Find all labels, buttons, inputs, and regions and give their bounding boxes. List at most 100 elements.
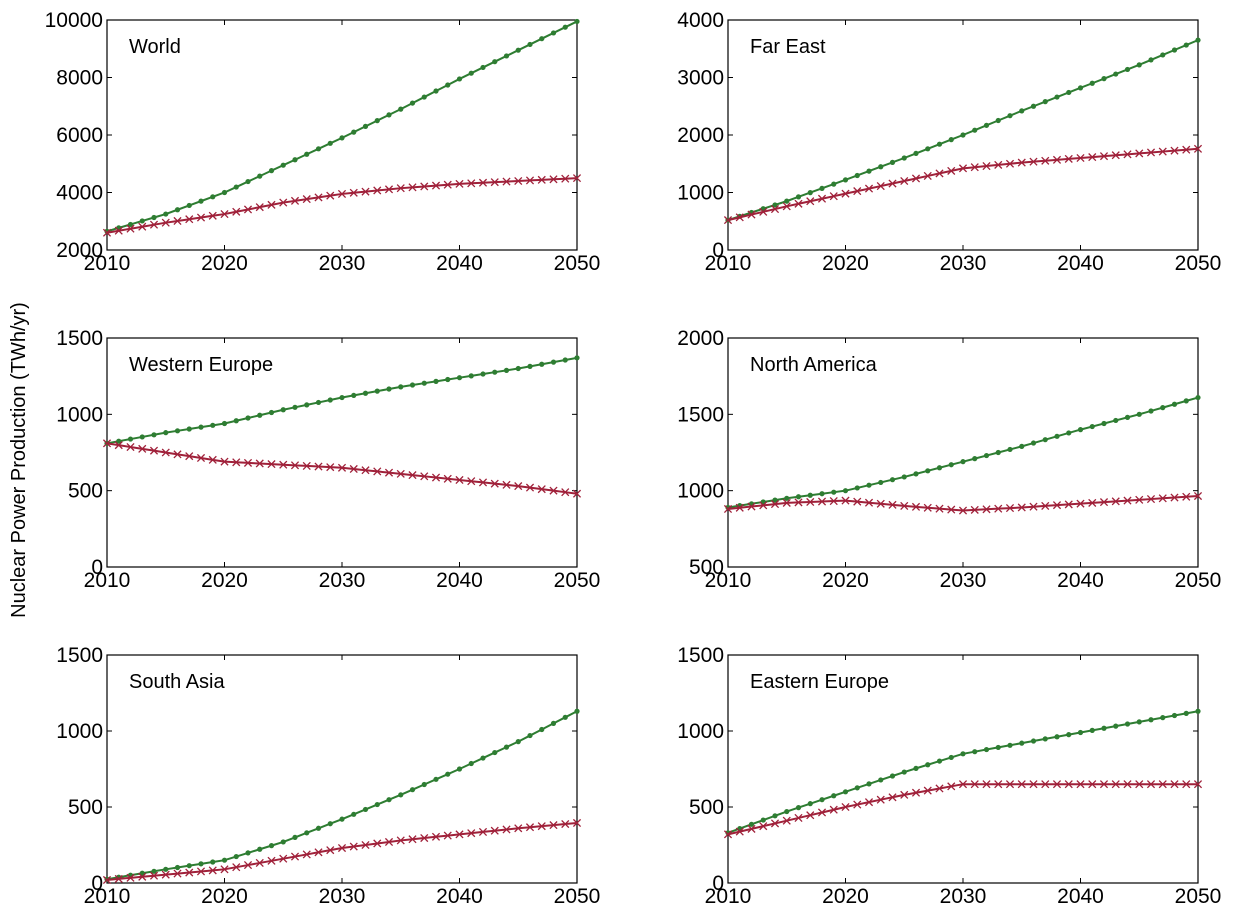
data-point (1113, 71, 1119, 77)
data-point (888, 793, 897, 802)
data-point (1195, 37, 1201, 43)
data-point (374, 801, 380, 808)
data-point (994, 504, 1003, 513)
data-point (327, 821, 333, 827)
data-point (339, 135, 345, 141)
series-cross-line (102, 174, 582, 237)
data-point (232, 863, 241, 872)
data-point (196, 453, 206, 463)
data-point (1182, 780, 1191, 789)
data-point (314, 462, 323, 471)
data-point (502, 480, 511, 489)
data-point (468, 373, 474, 379)
data-point (455, 179, 464, 188)
data-point (817, 808, 827, 817)
x-tick-label: 2050 (1175, 252, 1222, 275)
data-point (994, 160, 1003, 169)
data-point (527, 363, 533, 369)
y-tick-label: 0 (712, 239, 724, 262)
data-point (889, 477, 896, 483)
data-point (468, 70, 474, 76)
data-point (806, 197, 815, 206)
data-point (503, 367, 510, 373)
data-point (455, 830, 464, 839)
data-point (806, 497, 815, 507)
data-point (163, 211, 169, 217)
data-point (562, 357, 568, 363)
data-point (972, 749, 978, 755)
data-point (279, 854, 288, 863)
data-point (841, 189, 850, 198)
data-point (925, 468, 931, 474)
data-point (445, 82, 451, 88)
data-point (490, 178, 499, 187)
data-point (398, 106, 404, 112)
data-point (290, 196, 300, 205)
y-tick-label: 0 (91, 872, 103, 895)
data-point (735, 503, 744, 512)
data-point (1195, 394, 1201, 401)
data-point (480, 371, 486, 377)
y-tick-label: 10000 (45, 9, 103, 32)
data-point (1171, 401, 1178, 407)
data-point (925, 146, 931, 152)
data-point (1099, 498, 1109, 507)
data-point (759, 207, 768, 216)
data-point (819, 185, 825, 191)
data-point (161, 218, 170, 227)
data-point (970, 505, 979, 514)
data-point (243, 458, 253, 467)
data-point (936, 758, 943, 764)
series-line (106, 710, 578, 881)
x-tick-label: 2050 (1175, 885, 1222, 908)
data-point (502, 825, 511, 834)
data-point (396, 184, 405, 193)
data-point (1148, 717, 1154, 723)
data-point (1089, 80, 1095, 86)
data-point (1076, 780, 1085, 789)
data-point (1076, 499, 1085, 508)
data-point (514, 482, 523, 491)
data-point (562, 714, 568, 720)
data-point (982, 161, 991, 171)
data-point (994, 780, 1003, 789)
data-point (1052, 501, 1062, 510)
data-point (161, 448, 170, 457)
data-point (102, 875, 112, 885)
y-tick-label: 500 (689, 556, 724, 579)
data-point (1041, 780, 1050, 789)
data-point (983, 122, 990, 128)
x-tick-label: 2030 (319, 252, 366, 275)
data-point (515, 47, 521, 53)
data-point (408, 835, 417, 844)
data-point (339, 394, 345, 401)
data-point (210, 859, 216, 865)
data-point (972, 127, 978, 133)
data-point (220, 210, 229, 219)
data-point (186, 202, 192, 209)
data-point (913, 765, 919, 771)
data-point (1042, 736, 1048, 742)
data-point (257, 173, 263, 179)
data-point (1160, 52, 1166, 58)
data-point (362, 806, 369, 813)
data-point (374, 388, 380, 394)
data-point (480, 755, 486, 761)
data-point (445, 376, 451, 383)
data-point (935, 504, 944, 513)
data-point (433, 378, 439, 384)
data-point (772, 497, 778, 503)
data-point (1111, 497, 1120, 506)
data-point (935, 169, 944, 178)
data-point (854, 485, 860, 491)
data-point (478, 478, 488, 487)
data-point (970, 780, 979, 789)
data-point (759, 501, 768, 510)
panel-title: World (129, 36, 181, 58)
data-point (161, 870, 170, 879)
data-point (174, 207, 181, 213)
y-tick-label: 6000 (56, 124, 103, 147)
data-point (1029, 502, 1038, 511)
x-tick-label: 2020 (201, 885, 248, 908)
data-point (384, 468, 394, 477)
